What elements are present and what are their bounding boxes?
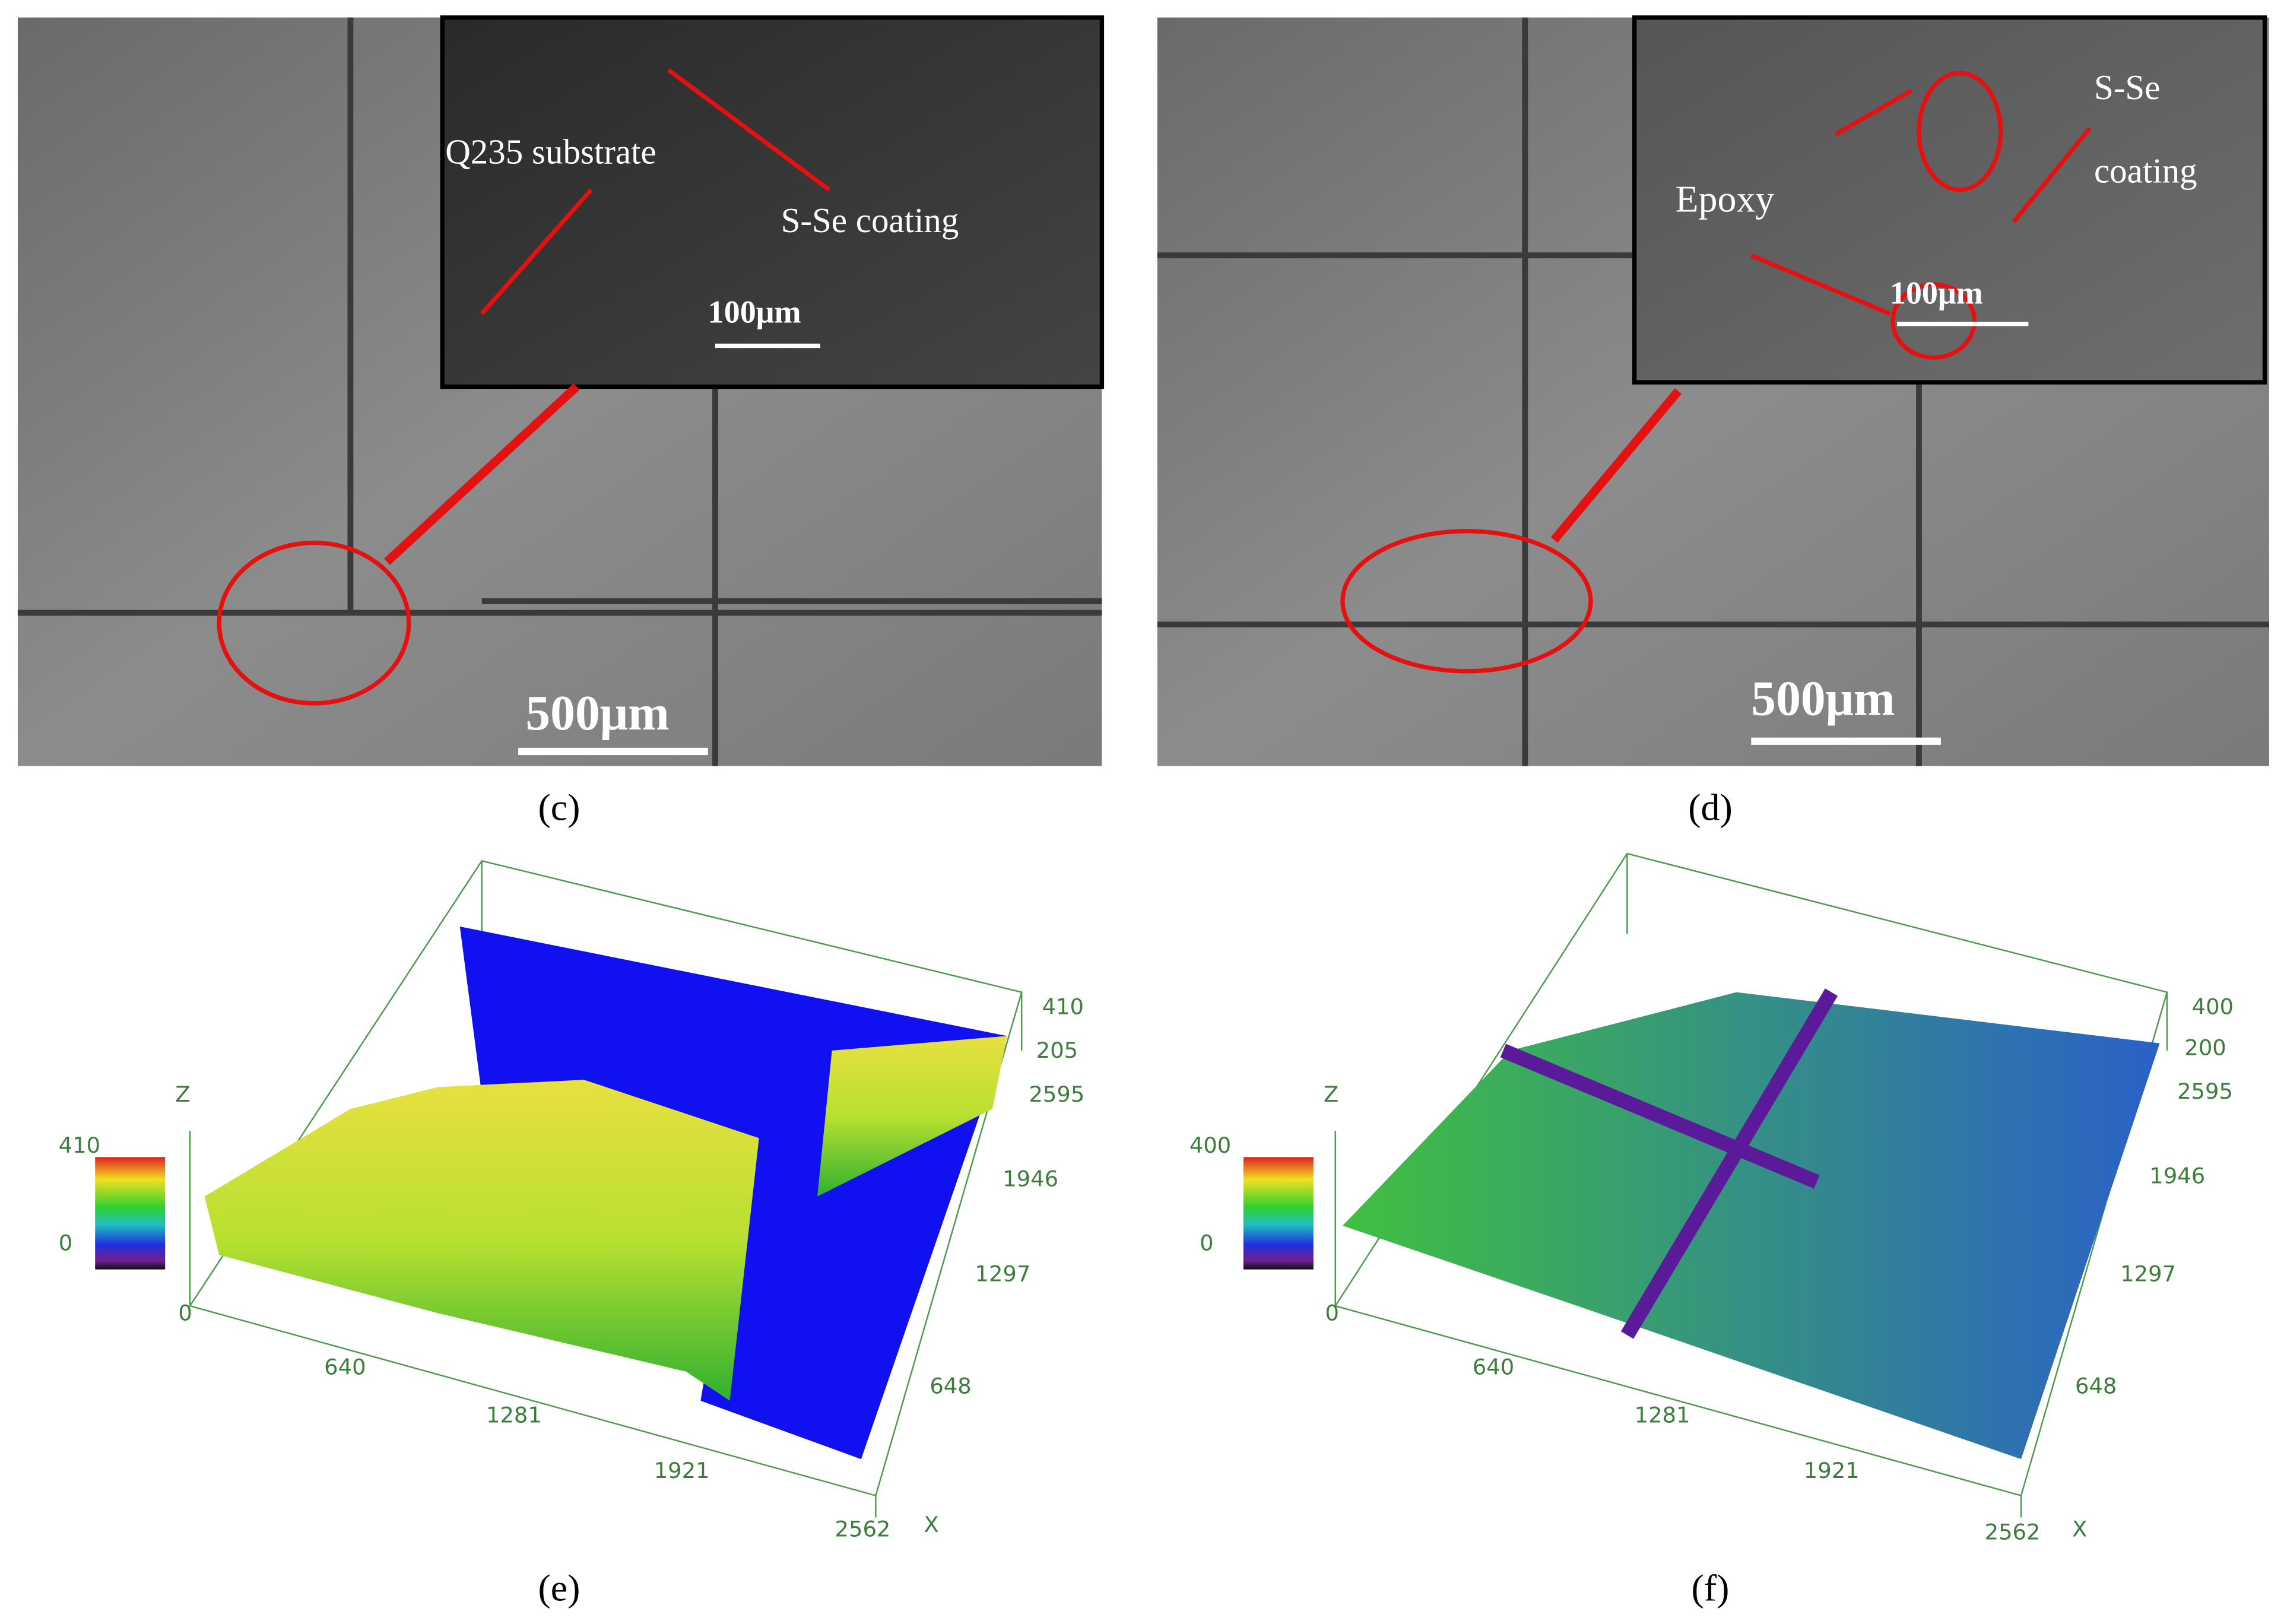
- tick-label: 0: [1325, 1301, 1339, 1326]
- colorbar: [1243, 1157, 1314, 1270]
- tick-label: 1921: [1804, 1458, 1860, 1483]
- surface-high: [817, 1036, 1007, 1197]
- surface: [1343, 992, 2160, 1460]
- tick-label: 1297: [2120, 1261, 2176, 1286]
- tick-label: 648: [2075, 1374, 2117, 1399]
- panel-label: (c): [538, 786, 580, 829]
- highlight: [1340, 529, 1593, 674]
- inset-label: coating: [2094, 151, 2197, 190]
- inset-label: S-Se coating: [781, 201, 959, 240]
- inset: [440, 15, 1105, 389]
- tick-label: 200: [2184, 1035, 2226, 1060]
- wireframe: [189, 859, 1023, 1518]
- inset: [1632, 15, 2267, 385]
- surface-high: [204, 1080, 759, 1401]
- panel-label: (f): [1692, 1567, 1730, 1609]
- tick-label: 1281: [486, 1403, 542, 1428]
- inset-arrows: [480, 68, 830, 315]
- colorbar-label: 400: [1189, 1133, 1231, 1158]
- panel-label: (d): [1688, 786, 1733, 829]
- tick-label: 1281: [1635, 1403, 1690, 1428]
- inset-scale: 100μm: [1890, 275, 1983, 310]
- inset-scale: 100μm: [708, 294, 801, 329]
- colorbar: [95, 1157, 166, 1270]
- tick-label: 2595: [2177, 1079, 2233, 1104]
- panel-label: (e): [538, 1567, 580, 1609]
- axis-label: X: [924, 1512, 938, 1537]
- tick-label: 400: [2192, 994, 2234, 1019]
- colorbar-label: 0: [59, 1230, 72, 1256]
- panel-e: 410 0 Z 410 205 2595 1946 1297 648 0 640…: [59, 859, 1084, 1609]
- cross-cut: [1157, 17, 2269, 766]
- tick-label: 1946: [2149, 1163, 2205, 1189]
- tick-label: 0: [178, 1301, 192, 1326]
- tick-label: 1921: [654, 1458, 710, 1483]
- scale-label: 500μm: [525, 686, 669, 741]
- tick-label: 648: [930, 1374, 971, 1399]
- inset-label: Epoxy: [1675, 177, 1774, 220]
- tick-label: 1297: [975, 1261, 1031, 1286]
- tick-label: 2562: [1985, 1519, 2041, 1544]
- axis-label: Z: [175, 1081, 190, 1107]
- colorbar-label: 410: [59, 1133, 100, 1158]
- highlight: [1917, 71, 2003, 192]
- panel-d: Epoxy S-Se coating 100μm 500μm (d): [1157, 15, 2269, 829]
- highlight: [217, 540, 411, 706]
- arrow: [383, 383, 580, 565]
- tick-label: 205: [1036, 1038, 1078, 1063]
- panel-f: 400 0 Z 400 200 2595 1946 1297 648 0 640…: [1189, 852, 2234, 1609]
- cross-cut: [17, 17, 1102, 766]
- tick-label: 410: [1042, 994, 1084, 1019]
- panel-c: Q235 substrate S-Se coating 100μm 500μm …: [17, 15, 1105, 829]
- tick-label: 640: [324, 1355, 366, 1380]
- axis-label: Z: [1324, 1081, 1338, 1107]
- cross-groove: [1500, 988, 1838, 1339]
- tick-label: 1946: [1003, 1166, 1058, 1192]
- inset-arrows: [1750, 88, 2092, 316]
- colorbar-label: 0: [1200, 1230, 1213, 1256]
- arrow: [1550, 388, 1682, 543]
- highlight: [1890, 282, 1977, 360]
- tick-label: 2562: [835, 1517, 891, 1542]
- inset-label: S-Se: [2094, 68, 2160, 107]
- scale-label: 500μm: [1751, 672, 1895, 727]
- tick-label: 2595: [1029, 1081, 1084, 1107]
- wireframe: [1334, 852, 2168, 1518]
- axis-label: X: [2072, 1517, 2087, 1542]
- tick-label: 640: [1473, 1355, 1514, 1380]
- inset-label: Q235 substrate: [445, 132, 656, 171]
